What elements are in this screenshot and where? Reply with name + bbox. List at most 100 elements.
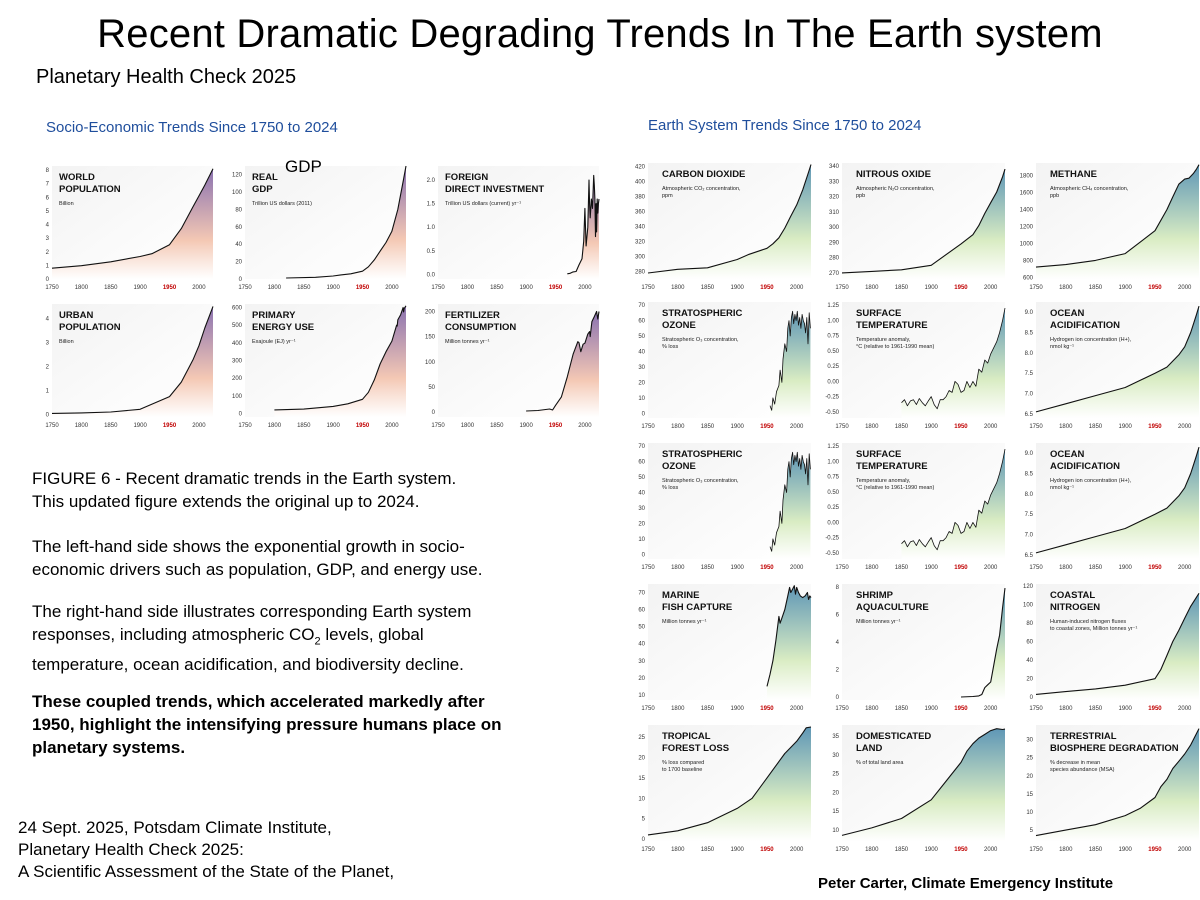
plot-background xyxy=(438,166,599,279)
y-tick-label: 6 xyxy=(836,612,840,618)
chart-title: REAL xyxy=(252,172,278,183)
urban-population-svg: 0 1 2 3 4 1750 1800 1850 1900 1950 2000 URBANPOPULA… xyxy=(45,304,214,429)
x-tick-label: 1950 xyxy=(954,706,968,712)
series-line xyxy=(274,305,407,411)
x-tick-label: 1850 xyxy=(701,706,715,712)
domesticated-land-chart: 10 15 20 25 30 35 1750 1800 1850 1900 1950 2000 DOME… xyxy=(822,719,1012,857)
caption-text: levels, global xyxy=(320,625,424,644)
y-tick-label: 310 xyxy=(829,210,840,216)
x-tick-label: 1900 xyxy=(925,565,939,571)
chart-unit: Temperature anomaly, xyxy=(856,478,911,484)
series-area xyxy=(648,164,811,279)
chart-unit: % loss xyxy=(662,344,678,350)
chart-title: POPULATION xyxy=(59,184,121,195)
series-line xyxy=(647,164,812,274)
terrestrial-biosphere-degradation-chart: 5 10 15 20 25 30 1750 1800 1850 1900 1950 2000 TERRE… xyxy=(1016,719,1200,857)
reference-line: Planetary Health Check 2025: xyxy=(18,840,244,859)
x-tick-label: 1900 xyxy=(731,847,745,853)
y-tick-label: 10 xyxy=(638,537,645,543)
series-area xyxy=(286,166,406,279)
x-tick-label: 1950 xyxy=(163,423,177,429)
x-tick-label: 1850 xyxy=(1089,424,1103,430)
x-tick-label: 2000 xyxy=(790,847,804,853)
x-tick-label: 1950 xyxy=(954,565,968,571)
x-tick-label: 1750 xyxy=(835,285,849,291)
x-tick-label: 1950 xyxy=(549,285,563,291)
x-tick-label: 2000 xyxy=(578,285,592,291)
x-tick-label: 1950 xyxy=(1148,565,1162,571)
x-tick-label: 1950 xyxy=(954,424,968,430)
chart-title: OCEAN xyxy=(1050,308,1084,319)
chart-unit: Billion xyxy=(59,201,74,207)
chart-title: BIOSPHERE DEGRADATION xyxy=(1050,743,1179,754)
series-line xyxy=(841,728,1006,836)
chart-unit: % of total land area xyxy=(856,760,904,766)
ocean-acidification-svg: 6.5 7.0 7.5 8.0 8.5 9.0 1750 1800 1850 1900 1950 20… xyxy=(1025,302,1200,430)
series-area xyxy=(770,452,811,559)
x-tick-label: 1750 xyxy=(45,423,59,429)
y-tick-label: 600 xyxy=(232,306,243,312)
x-tick-label: 1750 xyxy=(1029,706,1043,712)
caption-subscript: 2 xyxy=(314,635,321,648)
chart-title: DOMESTICATED xyxy=(856,731,931,742)
ocean-acidification-chart: 6.5 7.0 7.5 8.0 8.5 9.0 1750 1800 1850 1900 1950 20… xyxy=(1016,296,1200,434)
x-tick-label: 1800 xyxy=(1059,285,1073,291)
caption-line: FIGURE 6 - Recent dramatic trends in the… xyxy=(32,469,457,488)
nitrous-oxide-chart: 270 280 290 300 310 320 330 340 1750 1800 1850 1900… xyxy=(822,157,1012,295)
y-tick-label: 30 xyxy=(638,506,645,512)
series-line xyxy=(51,306,214,414)
x-tick-label: 1850 xyxy=(1089,847,1103,853)
y-tick-label: 8 xyxy=(836,585,840,591)
chart-title: NITROGEN xyxy=(1050,602,1100,613)
chart-unit: % loss xyxy=(662,485,678,491)
x-tick-label: 1950 xyxy=(1148,847,1162,853)
y-tick-label: 7.5 xyxy=(1025,512,1034,518)
y-tick-label: 40 xyxy=(1026,658,1033,664)
x-tick-label: 1900 xyxy=(326,285,340,291)
x-tick-label: 1800 xyxy=(1059,565,1073,571)
y-tick-label: 0.50 xyxy=(827,349,839,355)
x-tick-label: 1900 xyxy=(133,285,147,291)
y-tick-label: 30 xyxy=(832,753,839,759)
series-area xyxy=(961,588,1005,700)
y-tick-label: 0.00 xyxy=(827,379,839,385)
y-tick-label: 300 xyxy=(232,359,243,365)
y-tick-label: 1.5 xyxy=(427,202,436,208)
chart-unit: ppm xyxy=(662,193,673,199)
chart-unit: Exajoule (EJ) yr⁻¹ xyxy=(252,339,296,345)
surface-temperature-2-svg: -0.50 -0.25 0.00 0.25 0.50 0.75 1.00 1.25 1750 18… xyxy=(825,443,1006,571)
chart-title: METHANE xyxy=(1050,169,1097,180)
chart-title: FISH CAPTURE xyxy=(662,602,732,613)
y-tick-label: 0 xyxy=(432,410,436,416)
y-tick-label: 1 xyxy=(46,263,50,269)
y-tick-label: 500 xyxy=(232,323,243,329)
series-line xyxy=(901,449,1006,551)
y-tick-label: 8 xyxy=(46,168,50,174)
x-tick-label: 1750 xyxy=(1029,847,1043,853)
x-tick-label: 1800 xyxy=(268,423,282,429)
y-tick-label: 100 xyxy=(232,394,243,400)
y-tick-label: 30 xyxy=(1026,738,1033,744)
y-tick-label: 60 xyxy=(638,319,645,325)
y-tick-label: 60 xyxy=(235,225,242,231)
chart-unit: °C (relative to 1961-1990 mean) xyxy=(856,485,934,491)
x-tick-label: 2000 xyxy=(1178,424,1192,430)
x-tick-label: 1800 xyxy=(671,424,685,430)
chart-unit: % loss compared xyxy=(662,760,704,766)
y-tick-label: 0 xyxy=(239,277,243,283)
chart-title: FERTILIZER xyxy=(445,310,500,321)
y-tick-label: 1800 xyxy=(1020,174,1034,180)
y-tick-label: 1.00 xyxy=(827,459,839,465)
y-tick-label: 8.0 xyxy=(1025,492,1034,498)
chart-title: STRATOSPHERIC xyxy=(662,449,743,460)
series-line xyxy=(1035,446,1200,554)
series-area xyxy=(770,311,811,418)
foreign-direct-investment-svg: 0.0 0.5 1.0 1.5 2.0 1750 1800 1850 1900 1950 2000 F… xyxy=(427,166,600,291)
chart-unit: Stratospheric O₃ concentration, xyxy=(662,337,739,343)
stratospheric-ozone-2-svg: 0 10 20 30 40 50 60 70 1750 1800 1850 1900 1950 2000 S… xyxy=(638,443,811,571)
methane-svg: 600 800 1000 1200 1400 1600 1800 1750 1800 1850 19… xyxy=(1020,163,1200,291)
x-tick-label: 1850 xyxy=(297,285,311,291)
x-tick-label: 1800 xyxy=(1059,706,1073,712)
y-tick-label: 1.25 xyxy=(827,303,839,309)
chart-title: CONSUMPTION xyxy=(445,322,516,333)
